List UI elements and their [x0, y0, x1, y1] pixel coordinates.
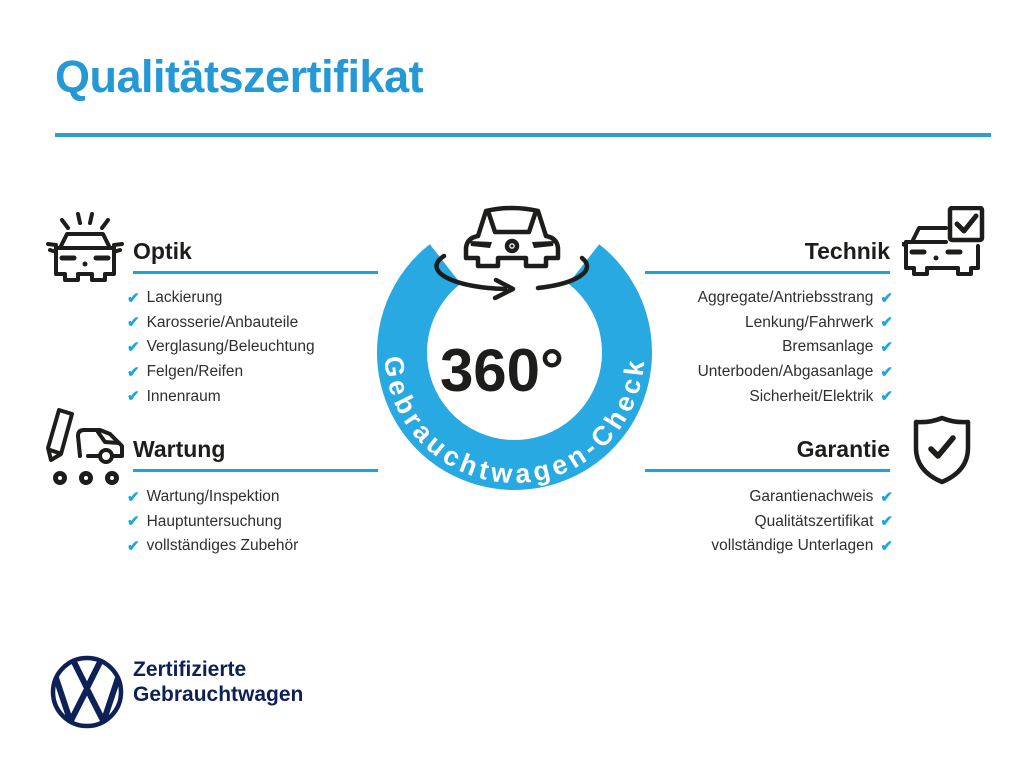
- checklist-item: Sicherheit/Elektrik ✔: [698, 384, 893, 409]
- garantie-checklist: Garantienachweis ✔ Qualitätszertifikat ✔ v…: [711, 485, 893, 559]
- checklist-item: Unterboden/Abgasanlage ✔: [698, 360, 893, 385]
- page-title: Qualitätszertifikat: [55, 51, 424, 102]
- checklist-item: ✔ Lackierung: [127, 286, 315, 311]
- ring-arc: [377, 244, 652, 491]
- checklist-item: Qualitätszertifikat ✔: [711, 510, 893, 535]
- section-divider-wartung: [133, 469, 378, 472]
- check-icon: ✔: [880, 289, 893, 307]
- brand-line-2: Gebrauchtwagen: [133, 683, 304, 706]
- section-divider-optik: [133, 271, 378, 274]
- section-heading-garantie: Garantie: [796, 436, 890, 462]
- checklist-item-label: Qualitätszertifikat: [754, 512, 874, 530]
- checklist-item-label: Bremsanlage: [782, 338, 874, 356]
- checklist-item: ✔ Innenraum: [127, 384, 315, 409]
- checklist-item: Lenkung/Fahrwerk ✔: [698, 311, 893, 336]
- checklist-item: vollständige Unterlagen ✔: [711, 534, 893, 559]
- degrees-label: 360°: [440, 337, 564, 404]
- technik-checklist: Aggregate/Antriebsstrang ✔ Lenkung/Fahrwe…: [698, 286, 893, 409]
- checklist-item-label: Sicherheit/Elektrik: [749, 387, 874, 405]
- vw-logo: [50, 655, 124, 729]
- check-icon: ✔: [127, 314, 140, 332]
- check-icon: ✔: [880, 363, 893, 381]
- section-divider-garantie: [645, 469, 890, 472]
- brand-line-1: Zertifizierte: [133, 658, 247, 681]
- check-icon: ✔: [127, 388, 140, 406]
- checklist-item-label: Hauptuntersuchung: [146, 512, 282, 530]
- check-icon: ✔: [880, 388, 893, 406]
- checklist-item: Aggregate/Antriebsstrang ✔: [698, 286, 893, 311]
- 360-check-badge: Gebrauchtwagen-Check 360°: [377, 205, 652, 491]
- check-icon: ✔: [880, 513, 893, 531]
- checklist-item-label: vollständiges Zubehör: [146, 537, 299, 555]
- checklist-item-label: Lenkung/Fahrwerk: [745, 313, 874, 331]
- checklist-item: ✔ Felgen/Reifen: [127, 360, 315, 385]
- checklist-item-label: Verglasung/Beleuchtung: [146, 338, 315, 356]
- checklist-item: ✔ vollständiges Zubehör: [127, 534, 298, 559]
- check-icon: ✔: [880, 537, 893, 555]
- checklist-item-label: Garantienachweis: [749, 488, 874, 506]
- section-heading-technik: Technik: [804, 238, 890, 264]
- checklist-item-label: Aggregate/Antriebsstrang: [697, 289, 874, 307]
- check-icon: ✔: [880, 314, 893, 332]
- checklist-item-label: Innenraum: [146, 387, 221, 405]
- checklist-item: ✔ Wartung/Inspektion: [127, 485, 298, 510]
- checklist-item: ✔ Hauptuntersuchung: [127, 510, 298, 535]
- car-checklist-icon: [902, 206, 985, 276]
- section-divider-technik: [645, 271, 890, 274]
- checklist-item-label: Felgen/Reifen: [146, 363, 244, 381]
- shield-check-icon: [913, 415, 971, 485]
- checklist-item: Bremsanlage ✔: [698, 335, 893, 360]
- checklist-item: Garantienachweis ✔: [711, 485, 893, 510]
- check-icon: ✔: [127, 338, 140, 356]
- checklist-item: ✔ Verglasung/Beleuchtung: [127, 335, 315, 360]
- service-pencil-car-icon: [46, 408, 124, 485]
- check-icon: ✔: [127, 513, 140, 531]
- checklist-item-label: Unterboden/Abgasanlage: [697, 363, 874, 381]
- check-icon: ✔: [880, 488, 893, 506]
- wartung-checklist: ✔ Wartung/Inspektion ✔ Hauptuntersuchung ✔…: [127, 485, 298, 559]
- check-icon: ✔: [127, 363, 140, 381]
- checklist-item-label: Wartung/Inspektion: [146, 488, 280, 506]
- check-icon: ✔: [880, 338, 893, 356]
- car-360-rotation-icon: [434, 205, 590, 301]
- section-heading-wartung: Wartung: [133, 436, 226, 462]
- section-heading-optik: Optik: [133, 238, 192, 264]
- check-icon: ✔: [127, 488, 140, 506]
- checklist-item-label: Lackierung: [146, 289, 223, 307]
- optik-checklist: ✔ Lackierung ✔ Karosserie/Anbauteile ✔ Verg…: [127, 286, 315, 409]
- car-shine-icon: [46, 212, 124, 282]
- brand-text: Zertifizierte Gebrauchtwagen: [133, 657, 303, 707]
- title-divider: [55, 133, 991, 137]
- checklist-item-label: Karosserie/Anbauteile: [146, 313, 299, 331]
- checklist-item: ✔ Karosserie/Anbauteile: [127, 311, 315, 336]
- check-icon: ✔: [127, 537, 140, 555]
- check-icon: ✔: [127, 289, 140, 307]
- checklist-item-label: vollständige Unterlagen: [711, 537, 874, 555]
